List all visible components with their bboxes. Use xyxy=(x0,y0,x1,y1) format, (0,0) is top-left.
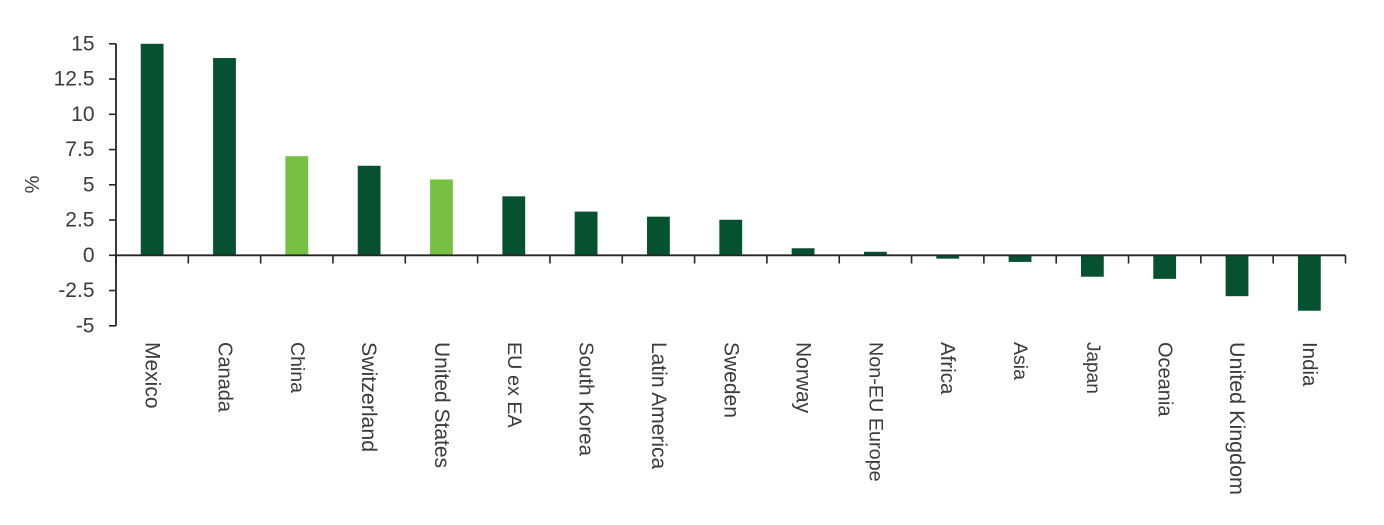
svg-text:5: 5 xyxy=(83,173,95,196)
svg-text:India: India xyxy=(1298,342,1321,387)
svg-text:South Korea: South Korea xyxy=(575,342,598,457)
svg-text:Norway: Norway xyxy=(792,342,815,414)
svg-text:Switzerland: Switzerland xyxy=(357,342,381,452)
svg-text:Mexico: Mexico xyxy=(141,342,164,409)
svg-text:China: China xyxy=(286,342,308,393)
svg-text:12.5: 12.5 xyxy=(54,68,95,91)
svg-text:%: % xyxy=(22,175,44,193)
svg-text:0: 0 xyxy=(83,244,95,267)
svg-text:Japan: Japan xyxy=(1082,342,1103,394)
svg-text:Latin America: Latin America xyxy=(647,342,670,470)
svg-text:7.5: 7.5 xyxy=(65,138,94,161)
svg-text:10: 10 xyxy=(71,103,94,126)
svg-text:EU ex EA: EU ex EA xyxy=(503,342,525,429)
svg-text:United States: United States xyxy=(430,342,453,468)
svg-text:Africa: Africa xyxy=(936,342,959,395)
svg-text:Canada: Canada xyxy=(213,342,235,413)
svg-text:Oceania: Oceania xyxy=(1154,342,1176,417)
svg-text:Sweden: Sweden xyxy=(719,342,742,418)
svg-text:United Kingdom: United Kingdom xyxy=(1225,342,1249,495)
svg-text:Asia: Asia xyxy=(1009,342,1031,380)
svg-text:15: 15 xyxy=(71,32,94,55)
svg-text:-2.5: -2.5 xyxy=(58,279,94,302)
svg-text:-5: -5 xyxy=(76,314,95,337)
svg-text:Non-EU Europe: Non-EU Europe xyxy=(864,342,886,482)
svg-text:2.5: 2.5 xyxy=(65,209,94,232)
